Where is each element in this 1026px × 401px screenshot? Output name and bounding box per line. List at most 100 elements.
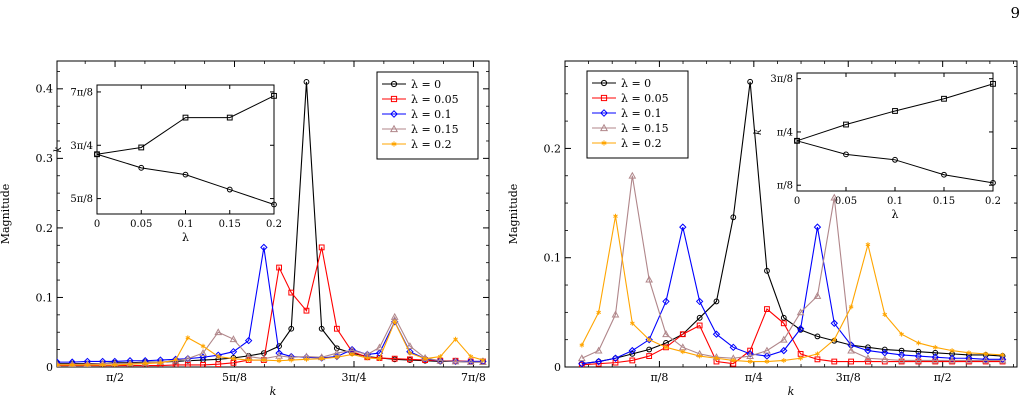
data-point: [679, 331, 686, 338]
data-point: [199, 353, 207, 361]
data-point: [377, 356, 382, 362]
data-point: [229, 335, 238, 343]
data-point: [696, 322, 703, 329]
data-point: [796, 325, 805, 333]
data-point: [231, 356, 236, 362]
data-point: [613, 213, 618, 219]
main-y-tick-label: 0.1: [544, 252, 562, 265]
data-point: [697, 353, 702, 359]
data-point: [390, 312, 399, 320]
data-point: [814, 333, 821, 340]
data-point: [375, 349, 384, 357]
main-y-tick-label: 0.2: [36, 222, 54, 235]
data-point: [422, 356, 428, 362]
data-point: [1000, 352, 1005, 358]
main-y-tick-label: 0.2: [544, 142, 562, 155]
inset-y-tick-label: 7π/8: [70, 87, 93, 98]
data-point: [780, 346, 788, 355]
data-point: [914, 352, 923, 360]
legend-swatch-marker: [599, 123, 609, 132]
data-point: [998, 356, 1007, 364]
inset-x-tick-label: 0.1: [887, 196, 903, 207]
inset-data-point: [990, 179, 996, 186]
data-point: [865, 358, 871, 365]
data-point: [831, 337, 837, 343]
data-point: [319, 356, 325, 362]
data-point: [729, 343, 738, 352]
inset-plot-frame: [796, 72, 994, 192]
main-x-tick-label: 5π/8: [222, 371, 247, 384]
data-point: [85, 362, 90, 367]
data-point: [680, 349, 686, 355]
data-point: [897, 356, 906, 364]
data-point: [813, 291, 822, 299]
main-y-tick-label: 0: [46, 361, 53, 374]
inset-x-tick-label: 0.2: [985, 196, 1001, 207]
data-point: [578, 360, 586, 367]
data-point: [696, 314, 703, 321]
data-point: [200, 362, 206, 367]
data-point: [628, 171, 637, 179]
data-point: [261, 357, 267, 363]
legend-swatch-marker: [391, 141, 397, 147]
inset-x-tick-label: 0.05: [835, 196, 857, 207]
data-point: [451, 357, 460, 366]
data-point: [303, 78, 310, 85]
data-point: [215, 361, 222, 367]
data-point: [612, 359, 619, 366]
data-point: [662, 330, 670, 338]
data-point: [246, 357, 251, 363]
data-point: [914, 356, 923, 364]
data-point: [406, 342, 414, 350]
legend-label: λ = 0.1: [411, 108, 452, 121]
inset-data-point: [794, 137, 800, 144]
inset-chart: 0 0.05 0.1 0.15 0.2 5π/8 3π/4 7π/8 λ k: [53, 84, 282, 244]
inset-data-point: [226, 186, 233, 193]
data-point: [916, 340, 921, 346]
inset-data-point: [990, 80, 996, 87]
data-point: [662, 297, 670, 306]
inset-x-axis-label: λ: [182, 231, 189, 244]
inset-data-point: [226, 114, 233, 121]
data-point: [260, 243, 268, 252]
inset-y-tick-label: 5π/8: [70, 194, 93, 205]
data-point: [763, 352, 771, 360]
data-point: [747, 359, 753, 364]
inset-data-point: [941, 171, 947, 178]
data-point: [479, 358, 487, 366]
data-point: [611, 310, 620, 318]
page-number: 9: [1010, 4, 1020, 22]
x-axis-label: k: [270, 385, 277, 398]
y-axis-label: Magnitude: [0, 184, 12, 245]
data-point: [814, 356, 821, 363]
main-x-tick-label: π/4: [745, 371, 763, 384]
data-point: [931, 356, 940, 364]
inset-x-tick-label: 0: [94, 219, 100, 230]
x-axis-label: k: [788, 385, 795, 398]
data-point: [276, 343, 282, 350]
data-point: [780, 314, 787, 321]
legend-label: λ = 0.2: [411, 138, 452, 151]
data-point: [453, 336, 458, 342]
data-point: [746, 352, 754, 359]
data-point: [244, 336, 253, 345]
left-chart-panel: π/2 5π/8 3π/4 7π/8 0 0.1 0.2 0.3 0.4 k Magnitude λ …: [0, 60, 490, 398]
data-point: [407, 356, 413, 363]
data-point: [392, 319, 398, 325]
data-point: [746, 350, 754, 358]
data-point: [713, 298, 720, 305]
data-point: [229, 347, 238, 356]
data-point: [981, 356, 990, 364]
data-point: [764, 267, 770, 274]
legend: λ = 0 λ = 0.05 λ = 0.1 λ = 0.15 λ = 0.2: [376, 71, 479, 160]
inset-data-point: [182, 114, 189, 121]
inset-y-tick-label: 3π/4: [70, 141, 93, 152]
data-point: [200, 343, 206, 349]
legend-swatch-marker: [390, 95, 398, 103]
legend-label: λ = 0.15: [621, 122, 669, 135]
data-point: [747, 78, 754, 85]
data-point: [611, 354, 620, 362]
data-point: [57, 358, 61, 366]
data-point: [185, 335, 191, 341]
